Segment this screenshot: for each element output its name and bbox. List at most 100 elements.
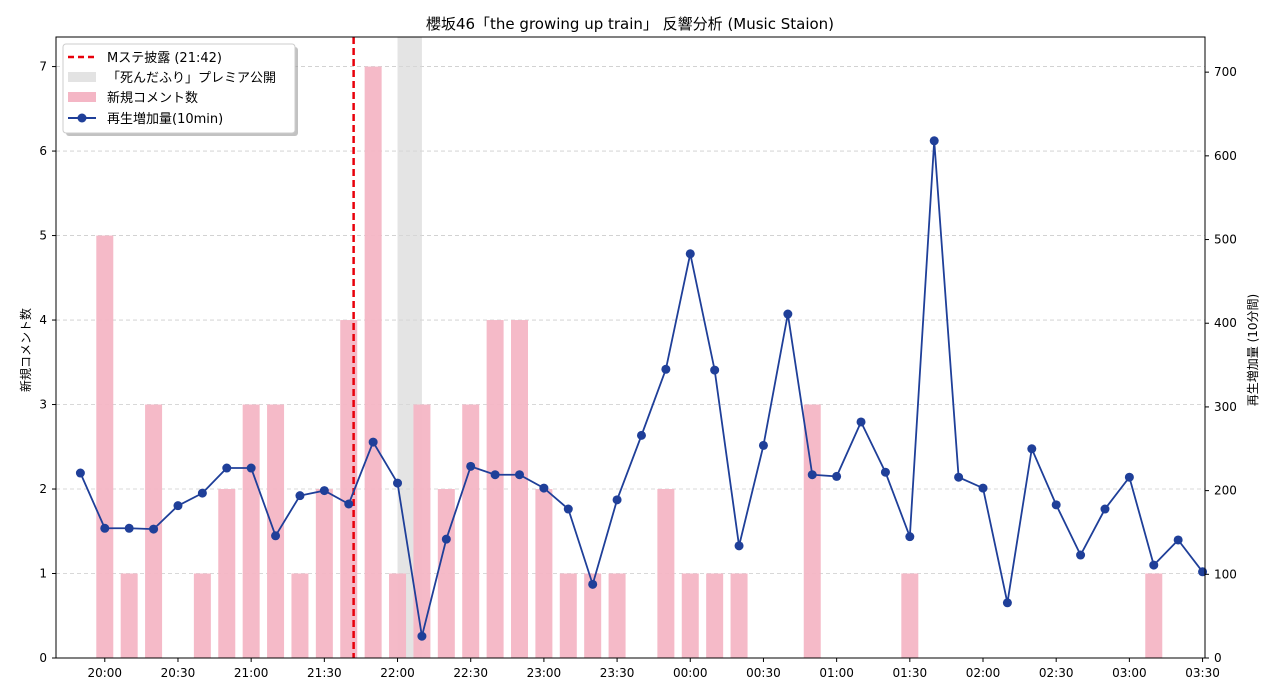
playcount-point xyxy=(319,486,329,496)
playcount-point xyxy=(466,461,476,471)
comment-bar xyxy=(803,404,821,658)
x-tick-label: 23:00 xyxy=(527,666,562,680)
comment-bar xyxy=(242,404,260,658)
legend-span-swatch xyxy=(68,72,96,82)
playcount-point xyxy=(124,523,134,533)
y-right-tick-label: 200 xyxy=(1214,484,1237,498)
playcount-point xyxy=(612,495,622,505)
playcount-point xyxy=(710,365,720,375)
y-left-tick-label: 4 xyxy=(39,313,47,327)
x-axis: 20:00 20:30 21:00 21:30 22:00 22:30 23:00 23:30… xyxy=(87,658,1220,680)
playcount-point xyxy=(588,579,598,589)
comment-bar xyxy=(706,573,724,658)
y-left-tick-label: 7 xyxy=(39,60,47,74)
x-tick-label: 02:30 xyxy=(1039,666,1074,680)
comment-bar xyxy=(218,489,236,658)
x-tick-label: 21:30 xyxy=(307,666,342,680)
playcount-point xyxy=(417,631,427,641)
comment-bar xyxy=(1145,573,1163,658)
x-tick-label: 20:30 xyxy=(161,666,196,680)
x-tick-label: 00:30 xyxy=(746,666,781,680)
legend-label-line: 再生増加量(10min) xyxy=(107,112,223,127)
comment-bar xyxy=(559,573,577,658)
comment-bar xyxy=(120,573,138,658)
playcount-point xyxy=(563,504,573,514)
y-right-tick-label: 700 xyxy=(1214,65,1237,79)
y-right-tick-label: 400 xyxy=(1214,316,1237,330)
x-tick-label: 23:30 xyxy=(600,666,635,680)
comment-bar xyxy=(901,573,919,658)
playcount-point xyxy=(222,463,232,473)
y-left-tick-label: 6 xyxy=(39,144,47,158)
playcount-point xyxy=(1076,550,1086,560)
y-right-tick-label: 500 xyxy=(1214,233,1237,247)
bars xyxy=(96,66,1163,659)
x-tick-label: 21:00 xyxy=(234,666,269,680)
comment-bar xyxy=(681,573,699,658)
y-axis-left: 0 1 2 3 4 5 6 7 xyxy=(39,60,56,665)
playcount-point xyxy=(758,440,768,450)
playcount-point xyxy=(246,463,256,473)
legend-label-vline: Mステ披露 (21:42) xyxy=(107,51,222,66)
plot-frame xyxy=(55,36,1206,659)
playcount-point xyxy=(929,136,939,146)
legend: Mステ披露 (21:42) 「死んだふり」プレミア公開 新規コメント数 再生増加… xyxy=(62,43,298,136)
playcount-point xyxy=(1100,504,1110,514)
y-left-tick-label: 1 xyxy=(39,567,47,581)
y-right-tick-label: 600 xyxy=(1214,149,1237,163)
playcount-point xyxy=(905,532,915,542)
x-tick-label: 01:30 xyxy=(893,666,928,680)
playcount-point xyxy=(807,470,817,480)
y-right-tick-label: 100 xyxy=(1214,567,1237,581)
comment-bar xyxy=(584,573,602,658)
playcount-point xyxy=(978,483,988,493)
playcount-point xyxy=(636,430,646,440)
y-axis-right-label: 再生増加量 (10分間) xyxy=(1246,294,1260,406)
playcount-point xyxy=(295,491,305,501)
x-tick-label: 02:00 xyxy=(966,666,1001,680)
y-left-tick-label: 3 xyxy=(39,398,47,412)
playcount-line xyxy=(75,136,1208,641)
playcount-point xyxy=(75,468,85,478)
playcount-point xyxy=(783,309,793,319)
y-left-tick-label: 5 xyxy=(39,229,47,243)
playcount-point xyxy=(1051,500,1061,510)
comment-bar xyxy=(535,489,553,658)
playcount-point xyxy=(685,249,695,259)
x-tick-label: 22:00 xyxy=(380,666,415,680)
x-tick-label: 00:00 xyxy=(673,666,708,680)
comment-bar xyxy=(193,573,211,658)
y-right-tick-label: 300 xyxy=(1214,400,1237,414)
playcount-point xyxy=(197,488,207,498)
playcount-point xyxy=(344,499,354,509)
playcount-point xyxy=(1149,560,1159,570)
playcount-point xyxy=(100,523,110,533)
comment-bar xyxy=(315,489,333,658)
comment-bar xyxy=(291,573,309,658)
x-tick-label: 22:30 xyxy=(453,666,488,680)
x-tick-label: 03:30 xyxy=(1185,666,1220,680)
x-tick-label: 20:00 xyxy=(87,666,122,680)
playcount-point xyxy=(1173,535,1183,545)
playcount-point xyxy=(515,470,525,480)
playcount-point xyxy=(441,534,451,544)
comment-bar xyxy=(730,573,748,658)
comment-bar xyxy=(389,573,407,658)
playcount-point xyxy=(393,478,403,488)
x-tick-label: 03:00 xyxy=(1112,666,1147,680)
y-axis-left-label: 新規コメント数 xyxy=(18,308,33,392)
playcount-point xyxy=(1198,567,1208,577)
comment-bar xyxy=(413,404,431,658)
playcount-point xyxy=(149,524,159,534)
comment-bar xyxy=(608,573,626,658)
playcount-point xyxy=(1027,444,1037,454)
y-right-tick-label: 0 xyxy=(1214,651,1222,665)
legend-bar-swatch xyxy=(68,92,96,102)
y-left-tick-label: 2 xyxy=(39,482,47,496)
legend-label-span: 「死んだふり」プレミア公開 xyxy=(107,71,276,86)
comment-bar xyxy=(462,404,480,658)
comment-bar xyxy=(657,489,675,658)
playcount-point xyxy=(734,541,744,551)
